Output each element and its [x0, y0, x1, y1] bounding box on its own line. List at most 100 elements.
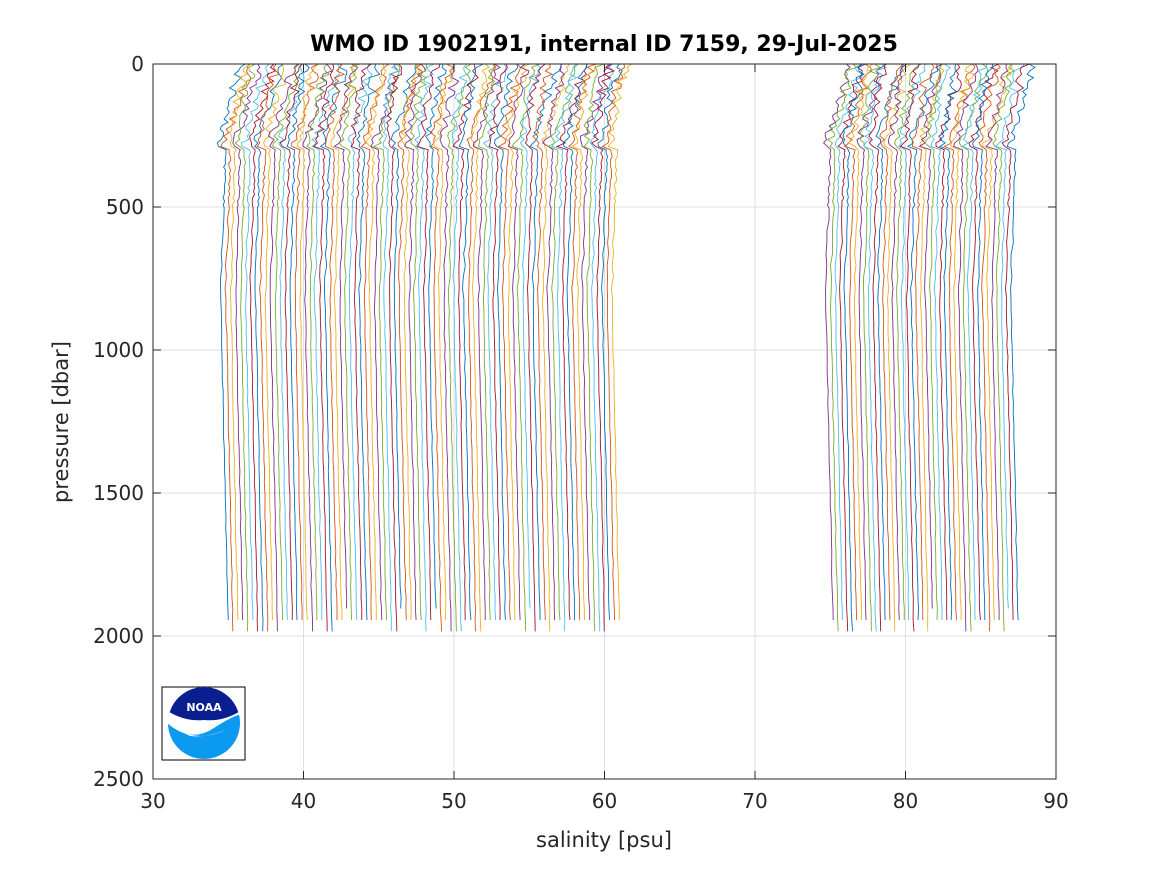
salinity-profile-line: [319, 63, 348, 632]
salinity-profile-line: [893, 63, 922, 621]
salinity-profile-line: [253, 63, 284, 632]
salinity-profile-line: [507, 63, 530, 621]
salinity-profile-line: [551, 63, 578, 632]
logo-bottom-shape: [168, 714, 240, 759]
salinity-profile-line: [590, 63, 616, 632]
salinity-profile-line: [439, 63, 460, 632]
salinity-profile-line: [347, 63, 373, 621]
salinity-profile-line: [992, 63, 1016, 632]
salinity-profile-line: [547, 63, 579, 621]
logo-top-shape: [168, 687, 240, 721]
salinity-profile-line: [429, 63, 455, 632]
salinity-profile-line: [432, 63, 455, 621]
salinity-profile-line: [473, 63, 501, 620]
x-tick-labels: 30 40 50 60 70 80 90: [140, 789, 1068, 813]
salinity-profile-line: [842, 63, 866, 632]
noaa-logo: NOAA: [161, 686, 246, 761]
y-tick-label: 0: [131, 52, 144, 76]
salinity-profile-line: [291, 63, 319, 620]
chart-title: WMO ID 1902191, internal ID 7159, 29-Jul…: [310, 32, 898, 57]
salinity-profile-line: [918, 63, 943, 609]
salinity-profile-line: [482, 63, 507, 621]
salinity-profile-line: [470, 63, 490, 632]
salinity-profile-line: [848, 63, 873, 620]
salinity-profile-line: [524, 63, 546, 632]
salinity-profile-line: [529, 63, 563, 621]
salinity-profile-line: [360, 63, 389, 621]
salinity-profile-line: [863, 63, 888, 632]
salinity-profile-line: [220, 63, 252, 632]
salinity-profile-line: [312, 63, 335, 632]
salinity-profile-line: [837, 63, 863, 632]
salinity-profile-line: [477, 63, 496, 621]
salinity-profile-line: [919, 63, 945, 632]
salinity-profile-line: [365, 63, 387, 620]
salinity-profile-line: [953, 63, 979, 632]
salinity-profile-line: [562, 63, 588, 621]
salinity-profile-line: [601, 63, 626, 621]
salinity-profile-line: [924, 63, 943, 621]
logo-text: NOAA: [186, 701, 222, 714]
y-tick-label: 2000: [93, 624, 144, 648]
salinity-profile-line: [571, 63, 597, 621]
y-tick-label: 2500: [93, 767, 144, 791]
salinity-profile-line: [249, 63, 277, 632]
salinity-profile-line: [279, 63, 303, 621]
x-tick-label: 60: [592, 789, 617, 813]
salinity-profile-line: [414, 63, 435, 632]
salinity-profile-line: [488, 63, 508, 621]
salinity-profile-line: [541, 64, 566, 621]
x-tick-label: 40: [291, 789, 316, 813]
salinity-profile-line: [240, 63, 270, 621]
salinity-profile-line: [906, 63, 939, 621]
salinity-profile-line: [898, 63, 927, 621]
salinity-profile-line: [982, 64, 1013, 621]
x-tick-label: 30: [140, 789, 165, 813]
salinity-profile-line: [286, 63, 310, 621]
salinity-profile-line: [949, 63, 975, 621]
axis-ticks: [152, 63, 1057, 780]
salinity-profile-line: [911, 63, 935, 621]
salinity-profiles: [216, 63, 1036, 632]
salinity-profile-line: [256, 63, 280, 632]
salinity-profile-line: [607, 63, 632, 621]
salinity-profile-line: [447, 63, 472, 632]
salinity-profile-line: [272, 63, 300, 620]
salinity-profile-line: [267, 63, 299, 632]
salinity-profile-line: [822, 63, 851, 621]
salinity-profile-line: [390, 63, 417, 609]
salinity-profile-line: [263, 63, 286, 621]
salinity-profile-line: [843, 63, 873, 621]
x-tick-label: 80: [893, 789, 918, 813]
salinity-profile-line: [883, 63, 912, 632]
salinity-profile-line: [404, 63, 426, 621]
salinity-profile-line: [372, 63, 401, 621]
x-tick-label: 70: [742, 789, 767, 813]
salinity-profile-line: [958, 63, 989, 632]
salinity-profile-line: [410, 63, 428, 621]
salinity-profile-line: [856, 63, 887, 621]
salinity-profile-line: [330, 63, 361, 620]
y-tick-label: 1000: [93, 338, 144, 362]
salinity-profile-line: [879, 63, 903, 621]
salinity-profile-line: [370, 63, 400, 621]
y-tick-labels: 0 500 1000 1500 2000 2500: [93, 52, 144, 791]
salinity-profile-line: [978, 63, 1001, 632]
salinity-profile-line: [234, 63, 256, 632]
salinity-profile-line: [930, 63, 951, 621]
salinity-profile-line: [868, 63, 887, 632]
y-tick-label: 500: [106, 195, 144, 219]
salinity-profile-line: [400, 63, 422, 621]
salinity-profile-line: [451, 63, 468, 632]
salinity-profile-line: [834, 63, 864, 620]
salinity-profile-line: [452, 63, 479, 621]
salinity-profile-line: [425, 63, 447, 609]
salinity-profile-line: [232, 63, 262, 621]
x-tick-label: 50: [441, 789, 466, 813]
salinity-profile-line: [333, 63, 359, 609]
salinity-profile-line: [887, 63, 908, 621]
salinity-profile-line: [583, 63, 605, 632]
salinity-profile-line: [497, 63, 522, 621]
salinity-profile-line: [972, 63, 994, 621]
salinity-profile-line: [511, 63, 541, 632]
